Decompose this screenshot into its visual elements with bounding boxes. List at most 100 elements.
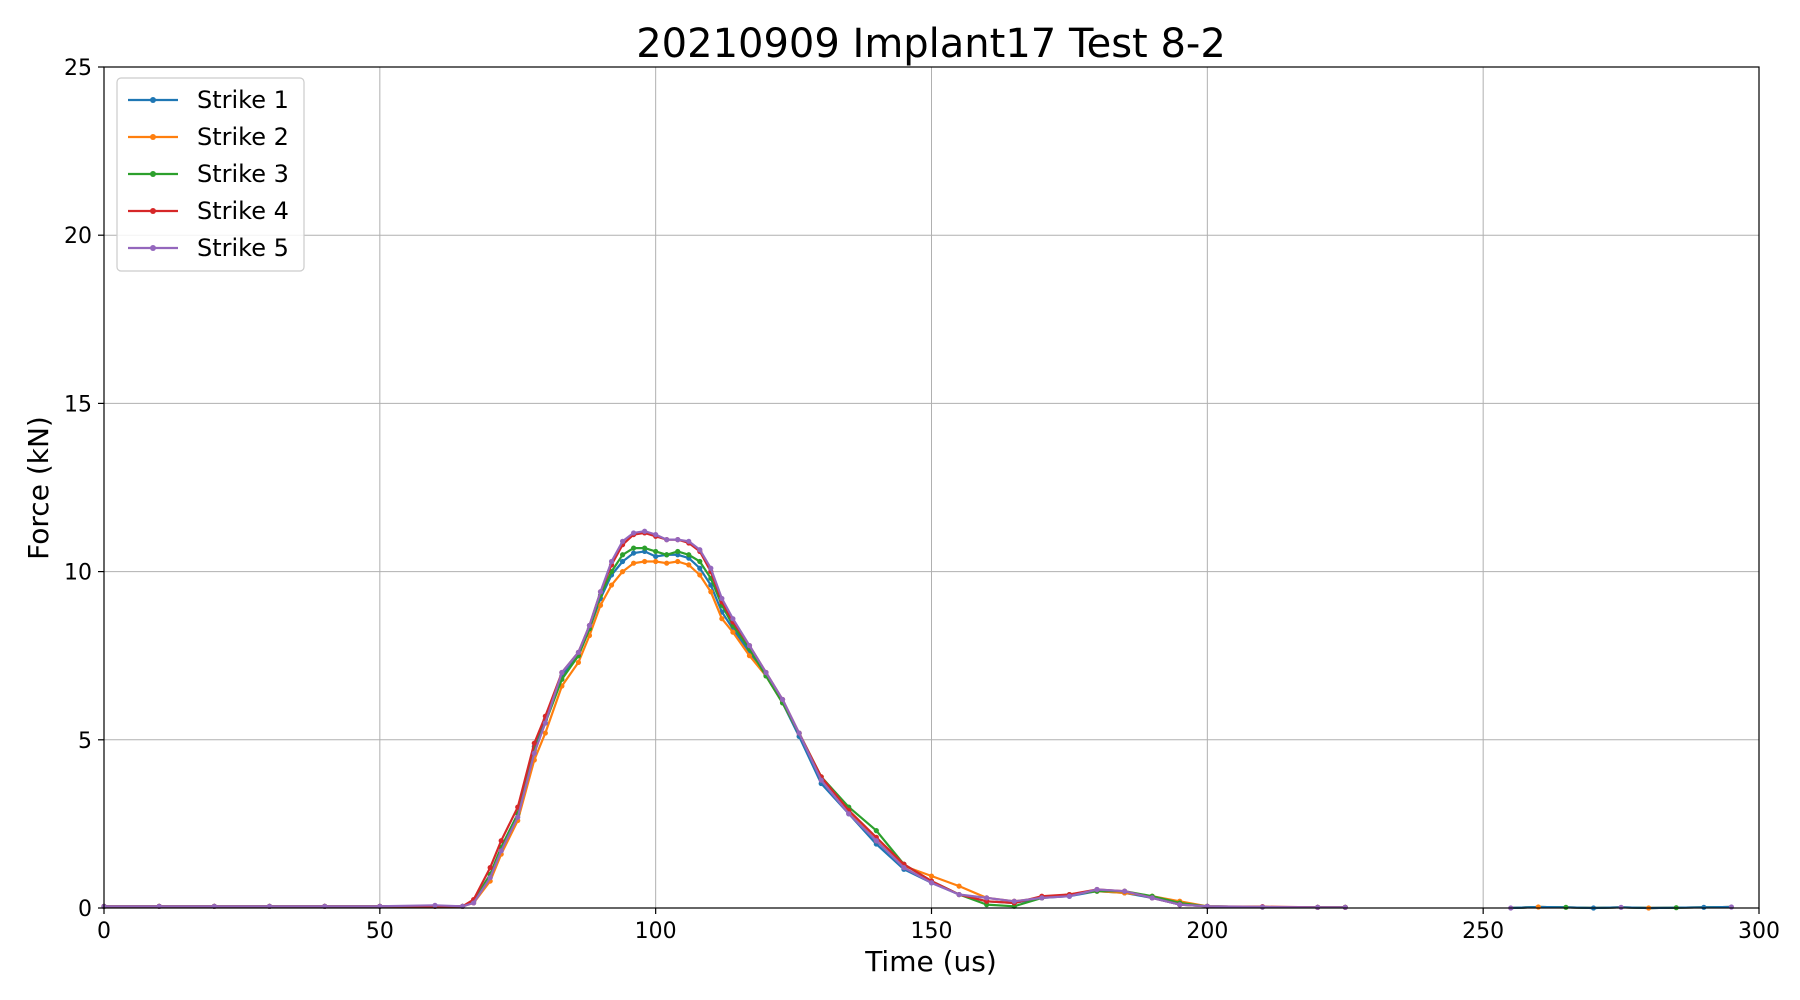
data-point <box>956 891 962 898</box>
data-point <box>619 558 626 565</box>
data-point <box>779 696 786 703</box>
data-point <box>498 848 504 854</box>
data-point <box>1149 895 1155 901</box>
data-point <box>631 530 637 536</box>
data-point <box>697 547 703 553</box>
data-point <box>697 558 703 565</box>
y-axis-label: Force (kN) <box>22 416 55 560</box>
series-4 <box>101 530 1348 910</box>
data-point <box>1121 888 1128 894</box>
data-point <box>608 582 615 588</box>
data-point <box>1011 898 1017 904</box>
x-tick-label: 250 <box>1462 919 1504 944</box>
data-point <box>608 558 615 565</box>
data-point <box>597 602 604 608</box>
data-point <box>631 550 637 556</box>
data-point <box>586 622 593 629</box>
data-point <box>559 669 565 676</box>
legend-label: Strike 4 <box>197 197 289 225</box>
data-point <box>597 589 604 595</box>
data-point <box>1618 904 1624 910</box>
series-line-4 <box>104 531 1346 909</box>
data-point <box>873 838 879 844</box>
data-point <box>675 537 681 543</box>
series-5 <box>101 528 1348 910</box>
data-point <box>653 548 659 555</box>
legend-label: Strike 2 <box>197 123 289 151</box>
data-point <box>575 649 582 655</box>
data-point <box>901 865 907 871</box>
legend-item-strike-4: Strike 4 <box>128 197 289 225</box>
data-point <box>664 552 670 558</box>
data-point <box>531 750 537 756</box>
legend-item-strike-5: Strike 5 <box>128 234 289 262</box>
x-tick-label: 150 <box>911 919 953 944</box>
data-point <box>746 643 753 649</box>
data-point <box>498 838 504 844</box>
legend-marker <box>150 171 156 177</box>
data-point <box>730 616 736 622</box>
legend-label: Strike 3 <box>197 160 289 188</box>
data-point <box>697 565 703 571</box>
data-point <box>719 616 725 622</box>
data-point <box>619 538 626 544</box>
legend: Strike 1 Strike 2 Strike 3 Strike 4 Strike 5 <box>116 77 305 272</box>
data-point <box>1259 904 1266 910</box>
series-3 <box>101 545 1348 910</box>
data-point <box>928 873 935 879</box>
data-point <box>686 562 692 568</box>
data-point <box>1315 904 1321 910</box>
y-tick-label: 15 <box>64 392 92 417</box>
legend-marker <box>150 245 156 251</box>
y-tick-label: 10 <box>64 561 92 586</box>
data-point <box>846 811 852 817</box>
data-point <box>675 558 681 565</box>
x-tick-label: 300 <box>1738 919 1780 944</box>
x-axis-ticks: 0 50 100 150 200 250 300 <box>97 908 1780 944</box>
data-point <box>542 720 548 726</box>
data-point <box>531 740 537 746</box>
series-line-5 <box>104 530 1346 909</box>
data-point <box>631 545 637 551</box>
data-point <box>664 560 670 566</box>
data-point <box>642 558 648 565</box>
data-point <box>631 560 637 566</box>
data-point <box>471 900 477 906</box>
data-point <box>1066 893 1073 899</box>
data-point <box>686 538 692 544</box>
legend-marker <box>150 97 156 103</box>
series-line-2 <box>104 560 1346 909</box>
legend-label: Strike 5 <box>197 234 289 262</box>
x-tick-label: 100 <box>635 919 677 944</box>
data-point <box>956 883 962 889</box>
data-point <box>1342 904 1348 910</box>
legend-box <box>116 77 305 272</box>
legend-marker <box>150 134 156 140</box>
legend-marker <box>150 208 156 214</box>
chart-title: 20210909 Implant17 Test 8-2 <box>636 21 1226 67</box>
data-point <box>675 548 681 555</box>
data-point <box>653 558 659 565</box>
y-tick-label: 0 <box>78 897 92 922</box>
data-point <box>686 552 692 558</box>
data-point <box>719 595 725 602</box>
data-point <box>1094 886 1100 893</box>
x-tick-label: 0 <box>97 919 111 944</box>
legend-item-strike-3: Strike 3 <box>128 160 289 188</box>
data-point <box>708 565 714 571</box>
data-point <box>642 528 648 534</box>
data-point <box>796 730 802 736</box>
data-point <box>984 895 990 901</box>
data-point <box>619 569 626 575</box>
data-point <box>619 552 626 558</box>
data-point <box>432 902 438 908</box>
legend-item-strike-2: Strike 2 <box>128 123 289 151</box>
data-point <box>1039 895 1045 901</box>
y-tick-label: 25 <box>64 56 92 81</box>
data-point <box>487 875 493 881</box>
y-tick-label: 20 <box>64 224 92 249</box>
x-tick-label: 50 <box>366 919 394 944</box>
data-point <box>763 669 769 676</box>
y-tick-label: 5 <box>78 729 92 754</box>
